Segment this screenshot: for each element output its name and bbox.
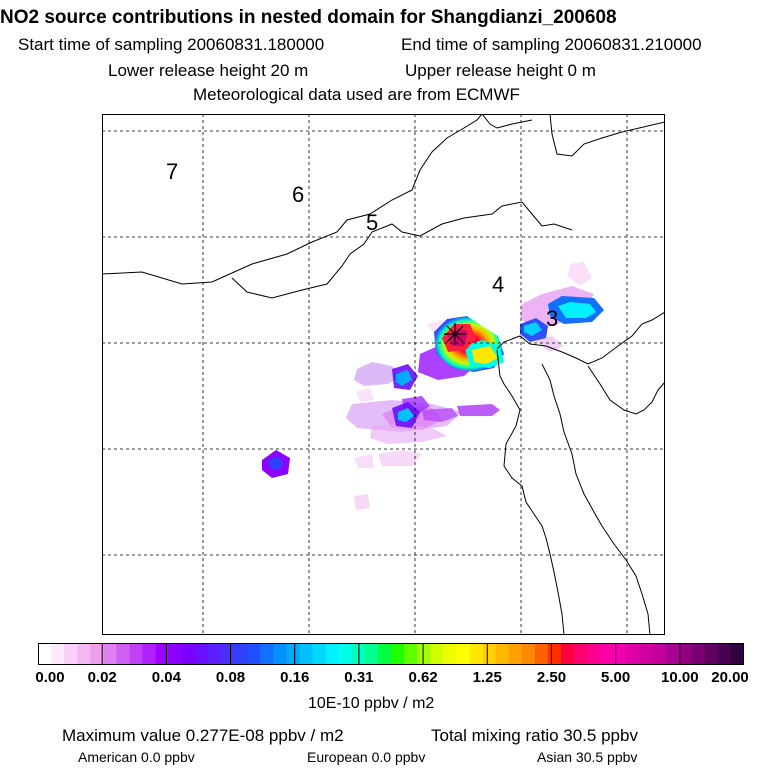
colorbar-cell xyxy=(77,643,91,665)
concentration-field xyxy=(262,262,604,510)
american-contribution: American 0.0 ppbv xyxy=(78,749,195,765)
colorbar-cell xyxy=(730,643,744,665)
colorbar-tick-label: 0.08 xyxy=(215,669,246,686)
colorbar-cell xyxy=(639,643,653,665)
start-time: Start time of sampling 20060831.180000 xyxy=(18,35,325,54)
region-label-3: 3 xyxy=(546,306,558,331)
colorbar-cell xyxy=(194,643,209,665)
total-mixing-ratio: Total mixing ratio 30.5 ppbv xyxy=(431,726,638,745)
colorbar-cell xyxy=(495,643,510,665)
colorbar-cell xyxy=(469,643,483,665)
colorbar-cell xyxy=(181,643,196,665)
colorbar-cell xyxy=(600,643,614,665)
colorbar-cell xyxy=(443,643,457,665)
colorbar-cell xyxy=(247,643,261,665)
maximum-value: Maximum value 0.277E-08 ppbv / m2 xyxy=(62,726,344,745)
colorbar-cell xyxy=(299,643,313,665)
colorbar-tick-label: 0.62 xyxy=(408,669,438,686)
colorbar-cell xyxy=(626,643,640,665)
colorbar-cell xyxy=(168,643,183,665)
lat-lon-grid xyxy=(102,114,665,635)
page-title: NO2 source contributions in nested domai… xyxy=(0,7,617,28)
colorbar-cell xyxy=(456,643,470,665)
map-panel: 7 6 5 4 3 xyxy=(102,114,665,635)
colorbar-cell xyxy=(221,643,235,665)
colorbar-cell xyxy=(38,643,52,665)
colorbar-cells xyxy=(38,643,744,665)
colorbar-cell xyxy=(129,643,143,665)
colorbar-cell xyxy=(717,643,732,665)
colorbar-tick-label: 5.00 xyxy=(601,669,631,686)
colorbar-tick-label: 10.00 xyxy=(661,669,699,686)
colorbar-frame xyxy=(38,643,744,665)
colorbar-cell xyxy=(64,643,78,665)
colorbar-cell xyxy=(234,643,248,665)
colorbar-cell xyxy=(587,643,601,665)
colorbar-cell xyxy=(482,643,496,665)
colorbar-cell xyxy=(51,643,65,665)
colorbar-cell xyxy=(613,643,627,665)
colorbar-cell xyxy=(207,643,222,665)
colorbar-cell xyxy=(155,643,170,665)
asian-contribution: Asian 30.5 ppbv xyxy=(537,749,638,765)
colorbar-cell xyxy=(364,643,379,665)
colorbar-cell xyxy=(338,643,353,665)
colorbar-tick-label: 2.50 xyxy=(536,669,567,686)
colorbar-cell xyxy=(691,643,706,665)
colorbar-cell xyxy=(547,643,562,665)
region-label-4: 4 xyxy=(492,272,504,297)
colorbar-cell xyxy=(704,643,719,665)
colorbar-tick-label: 1.25 xyxy=(472,669,502,686)
region-label-6: 6 xyxy=(292,182,304,207)
coastlines xyxy=(102,114,665,635)
european-contribution: European 0.0 ppbv xyxy=(307,749,426,765)
colorbar-cell xyxy=(417,643,431,665)
colorbar-separators xyxy=(38,643,744,665)
cross-icon xyxy=(444,323,466,345)
colorbar-cell xyxy=(90,643,104,665)
colorbar-cell xyxy=(430,643,444,665)
colorbar-cell xyxy=(377,643,392,665)
colorbar-cell xyxy=(534,643,549,665)
colorbar-cell xyxy=(391,643,405,665)
colorbar-cell xyxy=(260,643,274,665)
upper-release-height: Upper release height 0 m xyxy=(405,61,596,80)
map-frame xyxy=(102,114,665,635)
colorbar-cell xyxy=(142,643,157,665)
colorbar-tick-label: 0.00 xyxy=(35,669,65,686)
colorbar-cell xyxy=(678,643,693,665)
colorbar-cell xyxy=(312,643,327,665)
lower-release-height: Lower release height 20 m xyxy=(108,61,309,80)
colorbar-cell xyxy=(508,643,523,665)
colorbar-cell xyxy=(273,643,287,665)
colorbar-cell xyxy=(665,643,680,665)
colorbar-cell xyxy=(652,643,666,665)
colorbar-tick-label: 0.02 xyxy=(87,669,117,686)
colorbar-tick-label: 0.16 xyxy=(280,669,310,686)
met-data-source: Meteorological data used are from ECMWF xyxy=(193,85,520,104)
colorbar-cell xyxy=(286,643,300,665)
region-label-7: 7 xyxy=(166,159,178,184)
colorbar-cell xyxy=(404,643,418,665)
colorbar-cell xyxy=(116,643,130,665)
end-time: End time of sampling 20060831.210000 xyxy=(401,35,702,54)
colorbar-cell xyxy=(103,643,117,665)
colorbar xyxy=(38,643,744,665)
colorbar-tick-label: 0.04 xyxy=(151,669,181,686)
colorbar-cell xyxy=(560,643,575,665)
colorbar-tick-label: 20.00 xyxy=(711,669,749,686)
colorbar-unit: 10E-10 ppbv / m2 xyxy=(308,695,435,712)
region-label-5: 5 xyxy=(366,210,378,235)
colorbar-tick-label: 0.31 xyxy=(344,669,374,686)
colorbar-cell xyxy=(574,643,588,665)
colorbar-cell xyxy=(521,643,536,665)
colorbar-cell xyxy=(325,643,340,665)
